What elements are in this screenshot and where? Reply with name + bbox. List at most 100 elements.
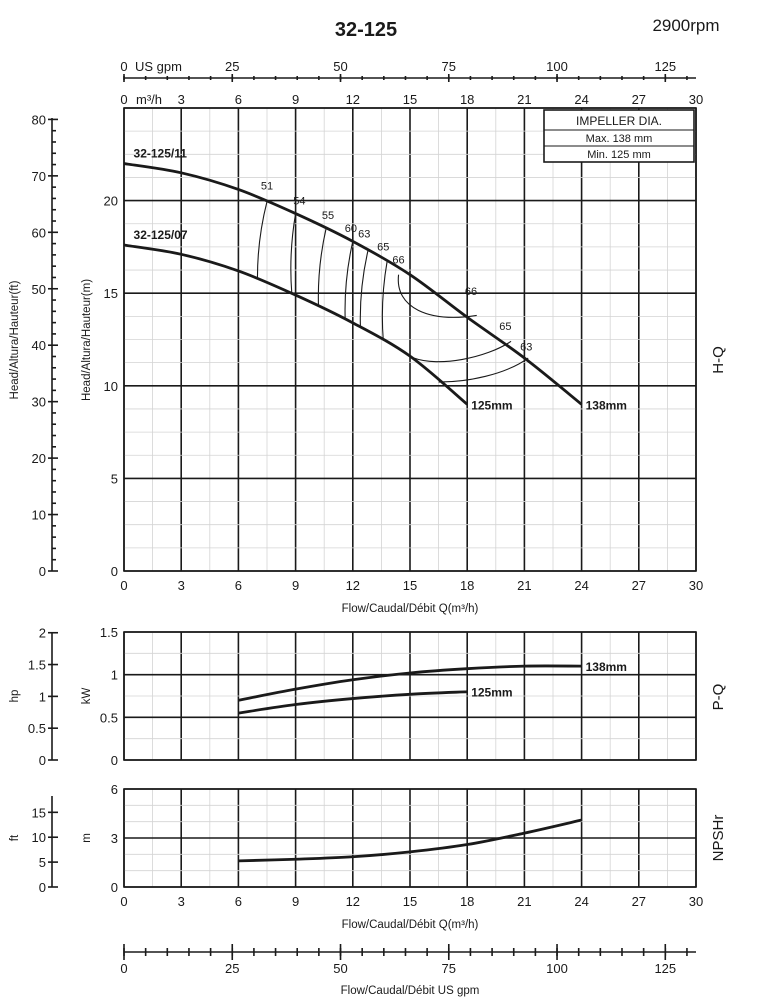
npshr-y-tick-label: 3	[111, 831, 118, 846]
npshr-y-ticks: 0 3 6	[111, 782, 118, 895]
efficiency-label: 65	[499, 321, 511, 333]
hq-x-tick-label: 24	[574, 578, 588, 593]
hq-model-label: 32-125/07	[134, 228, 188, 242]
top-usgpm-axis: 25 50 75 100 125 0 US gpm	[120, 59, 696, 82]
efficiency-line	[397, 274, 477, 318]
pq-curves: 138mm 125mm	[238, 660, 627, 715]
npshr-y-tick-label: 0	[111, 880, 118, 895]
pq-y-tick-label: 0.5	[100, 710, 118, 725]
npshr-ft-tick-label: 5	[39, 855, 46, 870]
hq-x-ticks: 0 3 6 9 12 15 18 21 24 27 30	[120, 578, 703, 593]
hq-x-tick-label: 6	[235, 578, 242, 593]
npshr-grid	[123, 788, 697, 888]
hq-y-ticks: 0 5 10 15 20	[104, 194, 118, 579]
hq-y-tick-label: 10	[104, 379, 118, 394]
top-m3h-tick-label: 24	[574, 92, 588, 107]
hq-ft-tick-label: 60	[32, 225, 46, 240]
hq-y-tick-label: 15	[104, 286, 118, 301]
efficiency-line	[438, 357, 529, 383]
hq-ft-tick-label: 20	[32, 451, 46, 466]
top-m3h-tick-label: 12	[346, 92, 360, 107]
hq-curve-125mm	[123, 243, 469, 406]
hq-x-tick-label: 18	[460, 578, 474, 593]
hq-model-label: 32-125/11	[134, 147, 188, 161]
top-m3h-tick-label: 21	[517, 92, 531, 107]
hq-curve-end-label: 138mm	[586, 398, 627, 412]
efficiency-line	[256, 201, 268, 280]
efficiency-line	[381, 261, 388, 341]
npshr-x-tick-label: 0	[120, 894, 127, 909]
npshr-ft-tick-label: 10	[32, 830, 46, 845]
npshr-x-tick-label: 21	[517, 894, 531, 909]
efficiency-line	[359, 250, 369, 328]
top-m3h-tick-label: 15	[403, 92, 417, 107]
hq-x-tick-label: 15	[403, 578, 417, 593]
pq-hp-tick-label: 1	[39, 689, 46, 704]
hq-ft-tick-label: 50	[32, 282, 46, 297]
pq-curve-label: 125mm	[471, 686, 512, 700]
hq-ft-tick-label: 0	[39, 564, 46, 579]
hq-x-tick-label: 12	[346, 578, 360, 593]
npshr-x-tick-label: 24	[574, 894, 588, 909]
npshr-curves	[238, 818, 582, 863]
top-gpm-tick-label: 0	[120, 59, 127, 74]
efficiency-label: 63	[358, 229, 370, 241]
hq-y-tick-label: 0	[111, 564, 118, 579]
hq-chart: 0 5 10 15 20 0 10 20 30 40 50 60 70 80 0 3 6 9 12 15 18 21 2…	[9, 107, 727, 615]
pq-curve-138mm	[238, 664, 582, 702]
top-m3h-tick-label: 27	[632, 92, 646, 107]
npshr-frame	[123, 788, 697, 888]
top-m3h-tick-label: 9	[292, 92, 299, 107]
npshr-x-tick-label: 3	[178, 894, 185, 909]
bottom-usgpm-axis: 0 25 50 75 100 125 Flow/Caudal/Débit US gpm	[120, 944, 696, 997]
hq-y-tick-label: 5	[111, 471, 118, 486]
pq-y-axis-label-hp: hp	[9, 690, 21, 703]
npshr-x-tick-label: 30	[689, 894, 703, 909]
npshr-x-tick-label: 12	[346, 894, 360, 909]
npshr-y-axis-label-m: m	[81, 833, 93, 843]
hq-y-tick-label: 20	[104, 194, 118, 209]
hq-x-tick-label: 0	[120, 578, 127, 593]
pq-hp-ticks: 0 0.5 1 1.5 2	[28, 626, 58, 768]
hq-ft-ticks: 0 10 20 30 40 50 60 70 80	[32, 112, 58, 579]
bottom-gpm-tick-label: 50	[333, 961, 347, 976]
top-m3h-tick-label: 3	[178, 92, 185, 107]
top-m3h-tick-label: 6	[235, 92, 242, 107]
bottom-gpm-tick-label: 25	[225, 961, 239, 976]
pq-y-ticks: 0 0.5 1 1.5	[100, 625, 118, 768]
efficiency-label: 66	[465, 286, 477, 298]
hq-ft-tick-label: 30	[32, 395, 46, 410]
bottom-gpm-tick-label: 0	[120, 961, 127, 976]
efficiency-label: 63	[520, 342, 532, 354]
hq-y-axis-label-m: Head/Altura/Hauteur(m)	[81, 279, 93, 401]
npshr-x-tick-label: 18	[460, 894, 474, 909]
hq-curve-138mm	[123, 162, 583, 406]
hq-ft-tick-label: 10	[32, 508, 46, 523]
npshr-x-tick-label: 6	[235, 894, 242, 909]
pq-hp-tick-label: 0.5	[28, 721, 46, 736]
npshr-x-axis-label: Flow/Caudal/Débit Q(m³/h)	[342, 919, 479, 931]
hq-curve-end-label: 125mm	[471, 398, 512, 412]
impeller-legend: IMPELLER DIA. Max. 138 mm Min. 125 mm	[543, 109, 695, 163]
impeller-min: Min. 125 mm	[587, 149, 651, 161]
npshr-x-tick-label: 27	[632, 894, 646, 909]
top-m3h-tick-label: 0	[120, 92, 127, 107]
impeller-title: IMPELLER DIA.	[576, 114, 662, 128]
top-gpm-tick-label: 50	[333, 59, 347, 74]
hq-curve-labels: 138mm 32-125/11 125mm 32-125/07	[134, 147, 627, 413]
hq-curves	[123, 162, 583, 406]
efficiency-label: 51	[261, 180, 273, 192]
npshr-ft-tick-label: 0	[39, 880, 46, 895]
bottom-gpm-tick-label: 75	[442, 961, 456, 976]
efficiency-line	[317, 228, 327, 307]
pq-y-tick-label: 1.5	[100, 625, 118, 640]
pq-y-axis-label-kw: kW	[81, 688, 93, 705]
pq-y-tick-label: 0	[111, 753, 118, 768]
hq-ft-tick-label: 80	[32, 112, 46, 127]
hq-ft-tick-label: 40	[32, 338, 46, 353]
top-gpm-tick-label: 125	[654, 59, 676, 74]
hq-x-tick-label: 27	[632, 578, 646, 593]
efficiency-label: 55	[322, 210, 334, 222]
top-gpm-tick-label: 100	[546, 59, 568, 74]
